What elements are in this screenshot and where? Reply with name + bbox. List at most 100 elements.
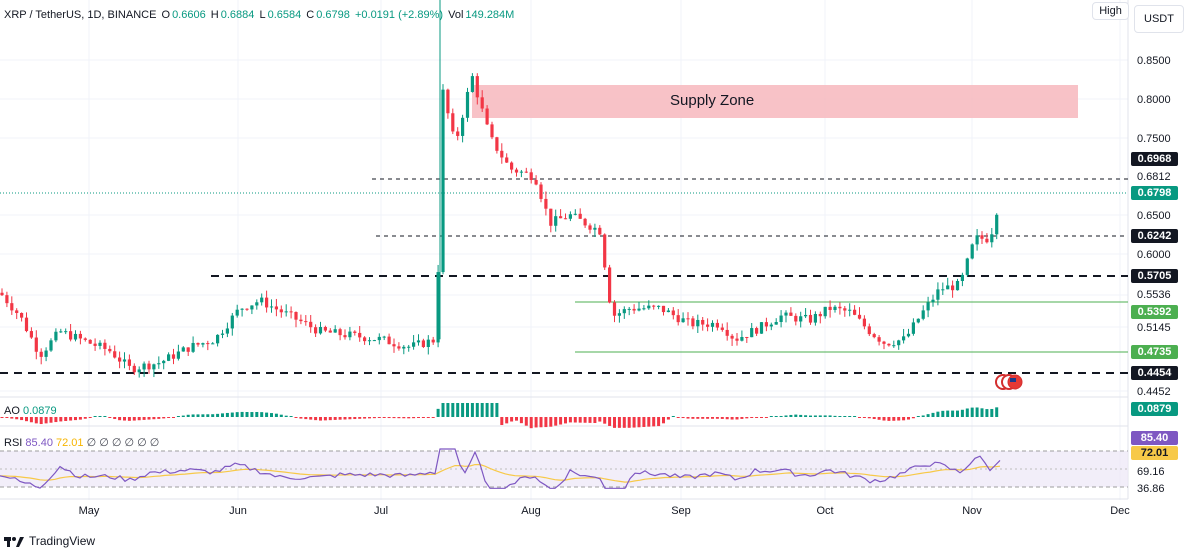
candle-body <box>573 213 577 215</box>
candle-body <box>132 365 136 373</box>
ao-bar <box>348 417 352 420</box>
candle-body <box>318 327 323 334</box>
candle-body <box>990 234 994 243</box>
ao-bar <box>466 403 469 417</box>
symbol-title[interactable]: XRP / TetherUS, 1D, BINANCE <box>4 9 157 21</box>
ao-bar <box>103 416 107 417</box>
candle-body <box>779 315 783 322</box>
candle-body <box>911 322 915 334</box>
ao-bar <box>735 417 739 420</box>
candle-body <box>181 347 185 352</box>
candle-body <box>510 162 514 170</box>
ao-bar <box>813 415 817 417</box>
ao-bar <box>985 409 989 417</box>
ao-bar <box>755 417 759 418</box>
rsi-tag: 85.40 <box>1131 431 1178 445</box>
candle-body <box>495 137 499 151</box>
ao-bar <box>284 415 288 417</box>
candle-body <box>745 337 749 339</box>
last-price-tag[interactable]: 0.6798 <box>1131 186 1178 200</box>
price-label: 0.7500 <box>1137 133 1171 145</box>
candle-body <box>171 354 176 359</box>
candle-body <box>269 306 274 308</box>
ao-bar <box>769 416 773 417</box>
price-tag[interactable]: 0.4735 <box>1131 345 1178 359</box>
level-lines[interactable] <box>0 178 1128 374</box>
price-tag[interactable]: 0.6242 <box>1131 229 1178 243</box>
candle-body <box>799 316 803 322</box>
ao-bar <box>495 403 499 417</box>
candle-body <box>436 272 440 343</box>
ao-bar <box>740 417 744 419</box>
ao-bar <box>867 417 871 419</box>
price-tag[interactable]: 0.5705 <box>1131 269 1178 283</box>
candle-body <box>49 340 53 351</box>
candle-body <box>456 131 460 136</box>
candle-body <box>387 336 391 345</box>
ao-bar <box>843 416 847 417</box>
currency-button[interactable]: USDT <box>1134 5 1184 33</box>
candle-body <box>980 235 984 239</box>
ao-bar <box>848 416 852 417</box>
ao-bar <box>877 417 881 420</box>
candle-body <box>916 318 920 323</box>
ao-bar <box>485 403 489 417</box>
time-label: Aug <box>521 505 541 517</box>
ao-bar <box>108 417 112 418</box>
candle-body <box>975 235 979 245</box>
candle-body <box>343 335 347 338</box>
time-label: Jun <box>229 505 247 517</box>
candle-body <box>157 363 161 365</box>
candle-body <box>568 214 572 219</box>
candle-body <box>93 343 97 346</box>
candlestick-series[interactable] <box>0 0 999 378</box>
candle-body <box>299 319 303 322</box>
ao-bar <box>916 416 920 417</box>
ao-bar <box>980 408 984 417</box>
candle-body <box>524 171 528 173</box>
candle-body <box>431 339 435 343</box>
price-tag[interactable]: 0.5392 <box>1131 305 1178 319</box>
candle-body <box>392 344 396 347</box>
candle-body <box>421 340 425 348</box>
candle-body <box>794 315 798 322</box>
candle-body <box>216 334 220 344</box>
ao-bar <box>730 417 734 420</box>
high-button[interactable]: High <box>1092 2 1129 20</box>
candle-body <box>64 331 68 333</box>
candle-body <box>735 338 739 341</box>
candle-body <box>995 214 999 235</box>
ao-bar <box>931 412 935 417</box>
candle-body <box>902 336 906 341</box>
ao-bar <box>186 414 190 417</box>
candle-body <box>470 76 474 92</box>
candle-body <box>73 333 78 340</box>
candle-body <box>20 312 24 318</box>
footer-brand[interactable]: TradingView <box>4 534 95 548</box>
price-tag[interactable]: 0.6968 <box>1131 152 1178 166</box>
supply-zone-rect[interactable] <box>472 85 1078 118</box>
candle-body <box>892 345 896 347</box>
candle-body <box>539 184 543 199</box>
candle-body <box>230 315 234 329</box>
candle-body <box>441 89 445 273</box>
candle-body <box>617 313 621 316</box>
candle-body <box>848 309 852 311</box>
candle-body <box>627 308 631 310</box>
us-flag-event-icon[interactable] <box>995 374 1023 390</box>
candle-body <box>784 312 788 316</box>
candle-body <box>887 343 891 346</box>
candle-body <box>10 303 14 311</box>
ao-bar <box>113 417 117 420</box>
candle-body <box>167 354 171 361</box>
candle-body <box>740 337 744 341</box>
ao-bar <box>407 417 411 419</box>
candle-body <box>828 306 832 310</box>
candle-body <box>554 216 558 226</box>
price-tag[interactable]: 0.4454 <box>1131 366 1178 380</box>
ao-bar <box>544 417 548 428</box>
candle-body <box>44 350 48 357</box>
candle-body <box>211 343 215 345</box>
candle-body <box>578 213 582 219</box>
